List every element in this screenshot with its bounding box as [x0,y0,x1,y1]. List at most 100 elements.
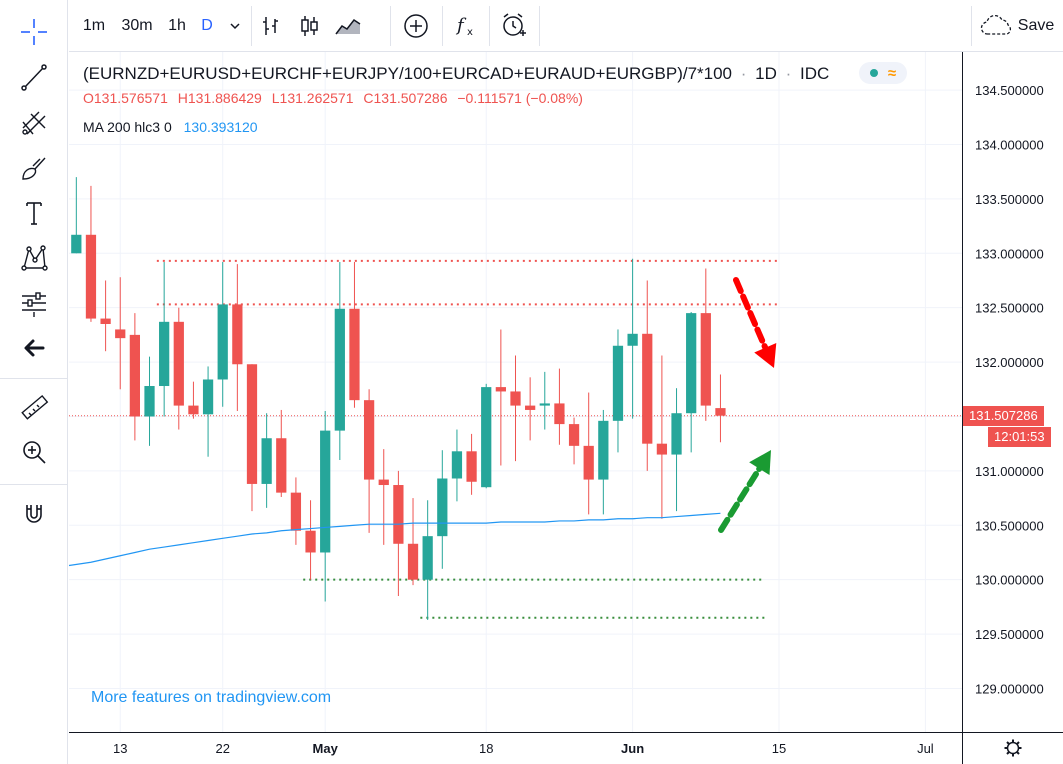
candle-body [466,451,477,482]
interval-1d-button[interactable]: D [201,17,213,34]
candle-body [159,321,170,387]
open-label: O [83,90,94,106]
candle [217,261,228,407]
candle-body [686,313,697,414]
candle-body [407,543,419,580]
candle [85,185,97,322]
candle-body [232,304,243,365]
ohlc-values: O131.576571 H131.886429 L131.262571 C131… [83,90,583,106]
candle-body [451,451,463,479]
price-tick-label: 130.000000 [975,573,1044,588]
candle [656,355,668,519]
price-tick-label: 131.000000 [975,464,1044,479]
candle-body [100,318,111,324]
interval-30m-button[interactable]: 30m [121,17,153,34]
gear-tooth [1016,741,1020,745]
candle-body [656,443,668,455]
price-tick-label: 134.500000 [975,83,1044,98]
brush-icon[interactable] [14,150,54,186]
ruler-icon[interactable] [14,390,54,426]
gear-tooth [1006,751,1010,755]
interval-1h-button[interactable]: 1h [168,17,186,34]
candle-body [261,438,272,484]
bullish-arrow [718,450,771,533]
price-tick-label: 133.000000 [975,246,1044,261]
gear-tooth [1006,741,1010,745]
candle [568,417,580,465]
back-arrow-icon[interactable] [14,330,54,366]
candle [422,500,433,620]
candle-chart-type-icon[interactable] [294,6,324,46]
pattern-icon[interactable] [14,240,54,276]
candle-body [612,345,624,421]
candle [671,388,682,512]
candle [159,261,170,417]
candles [71,177,726,620]
trend-line-icon[interactable] [14,59,54,95]
candle-body [173,321,184,406]
high-label: H [177,90,188,106]
candle [407,498,419,586]
settings-gear-icon[interactable] [1004,739,1022,757]
price-chart[interactable]: 134.500000 134.000000 133.500000 133.000000… [69,52,1063,764]
interval-1m-button[interactable]: 1m [82,17,106,34]
price-tick-label: 130.500000 [975,518,1044,533]
candle [320,411,331,602]
candle-body [642,333,653,444]
candle-body [320,430,331,553]
price-tick-label: 132.500000 [975,301,1044,316]
close-value: 131.507286 [373,90,448,106]
compare-add-icon[interactable] [399,6,433,46]
time-tick-label: 22 [215,741,229,756]
toolbar-divider [0,484,68,485]
candle-body [437,478,448,537]
toolbar-divider [442,6,443,46]
grid-lines [69,52,962,732]
promo-link[interactable]: More features on tradingview.com [91,689,332,706]
candle [627,258,638,419]
time-tick-label: Jun [621,741,644,756]
candle [290,477,302,545]
ma-indicator-legend[interactable]: MA 200 hlc3 0 130.393120 [83,119,258,135]
text-tool-icon[interactable] [14,195,54,231]
crosshair-icon[interactable] [14,14,54,50]
measure-tools-icon[interactable] [14,285,54,321]
magnet-icon[interactable] [14,496,54,532]
drawing-toolbar [0,0,68,764]
price-tick-label: 132.000000 [975,355,1044,370]
candle [144,356,155,446]
market-status-pill[interactable]: ≈ [859,62,907,84]
candle [393,470,404,596]
candle [305,500,316,580]
candle [451,429,463,502]
high-value: 131.886429 [187,90,262,106]
chart-pane[interactable]: 134.500000 134.000000 133.500000 133.000000… [69,52,1063,764]
chart-legend-title: (EURNZD+EURUSD+EURCHF+EURJPY/100+EURCAD+… [83,64,829,84]
gear-ring [1006,741,1020,755]
bar-chart-type-icon[interactable] [256,6,286,46]
svg-text:x: x [467,27,473,38]
area-chart-type-icon[interactable] [331,6,365,46]
toolbar-divider [489,6,490,46]
ma200-line [69,512,721,567]
exchange-label: IDC [800,64,830,83]
market-open-dot-icon [869,69,878,77]
zoom-in-icon[interactable] [14,434,54,470]
candle [715,374,726,443]
alert-clock-icon[interactable] [497,6,531,46]
candle [334,261,345,460]
candle [115,277,126,390]
candle-body [554,403,565,425]
candle [202,366,214,457]
pitchfork-icon[interactable] [14,105,54,141]
save-button[interactable]: Save [977,6,1057,46]
toolbar-divider [971,6,972,46]
candle-body [290,492,302,531]
bar-countdown-badge: 12:01:53 [988,426,1051,447]
candle-body [217,304,228,380]
price-tick-label: 134.000000 [975,137,1044,152]
symbol-name[interactable]: (EURNZD+EURUSD+EURCHF+EURJPY/100+EURCAD+… [83,64,733,83]
interval-dropdown-chevron-icon[interactable] [224,6,246,46]
